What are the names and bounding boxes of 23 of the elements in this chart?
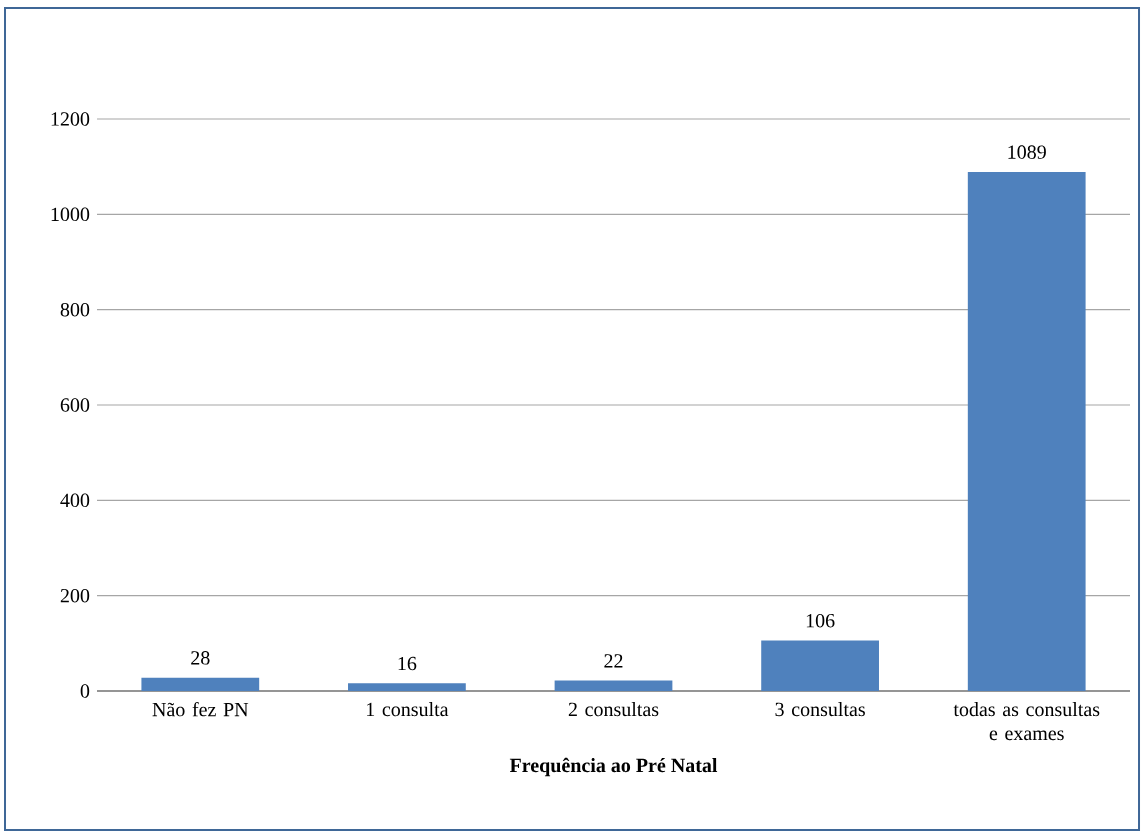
bar bbox=[141, 677, 260, 691]
x-axis-title: Frequência ao Pré Natal bbox=[509, 757, 718, 777]
x-tick-label: 3 consultas bbox=[775, 702, 865, 717]
y-tick-label: 200 bbox=[60, 588, 90, 603]
bar bbox=[967, 171, 1086, 691]
data-label: 1089 bbox=[1008, 145, 1046, 159]
data-label: 28 bbox=[191, 651, 210, 665]
x-tick-label: todas as consultas e exames bbox=[953, 702, 1100, 741]
bar bbox=[761, 640, 879, 691]
y-tick-label: 0 bbox=[80, 684, 90, 698]
x-tick-label: 2 consultas bbox=[568, 702, 659, 717]
data-label: 22 bbox=[604, 654, 623, 668]
data-label: 16 bbox=[398, 656, 417, 671]
y-tick-label: 800 bbox=[60, 302, 90, 317]
y-tick-label: 1000 bbox=[51, 207, 90, 222]
bar bbox=[554, 680, 673, 691]
y-tick-label: 1200 bbox=[51, 112, 90, 126]
x-tick-label: Não fez PN bbox=[152, 702, 249, 717]
x-tick-label: 1 consulta bbox=[367, 702, 449, 717]
bar bbox=[348, 683, 466, 691]
data-label: 106 bbox=[806, 613, 835, 628]
y-tick-label: 400 bbox=[60, 493, 90, 508]
y-tick-label: 600 bbox=[60, 398, 90, 412]
